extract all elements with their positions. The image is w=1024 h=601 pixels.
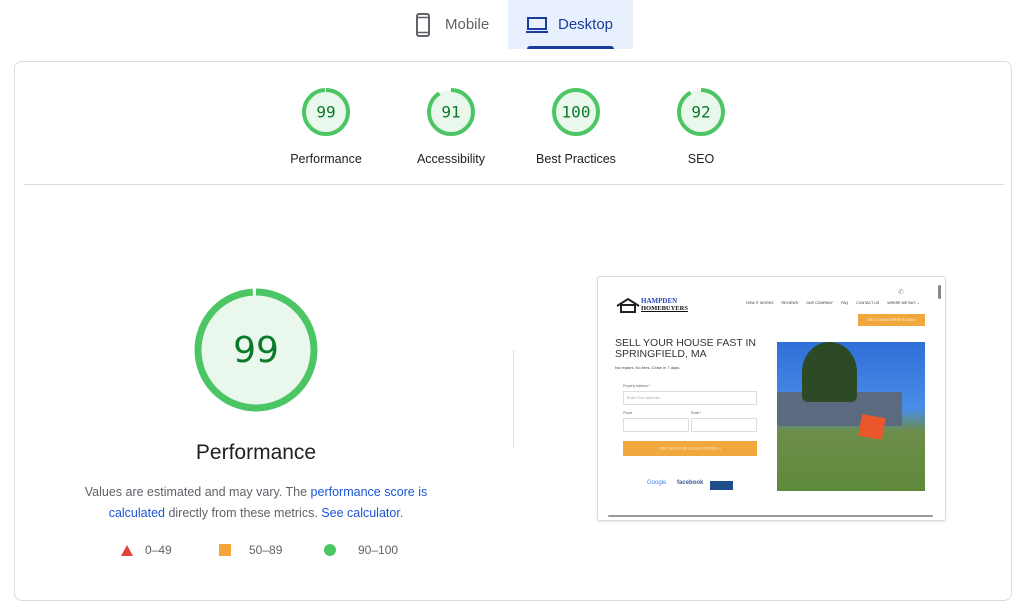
gauge-ring: 100	[552, 88, 600, 136]
site-nav-item: OUR COMPANY	[806, 301, 833, 305]
tab-desktop-label: Desktop	[558, 16, 614, 33]
address-input: Enter Your Address	[623, 391, 757, 405]
gauge-ring: 99	[302, 88, 350, 136]
score-description: Values are estimated and may vary. The p…	[84, 485, 428, 520]
big-score: 99	[233, 330, 279, 371]
gauge-arc	[302, 88, 350, 136]
site-nav: HOW IT WORKS REVIEWS OUR COMPANY FAQ CONTACT…	[746, 301, 920, 305]
gauge-label: Accessibility	[416, 152, 486, 166]
site-nav-item: WHERE WE BUY ⌄	[887, 301, 920, 305]
gauge-score: 100	[562, 103, 591, 122]
phone-label: Phone	[623, 411, 633, 415]
calculator-link[interactable]: See calculator	[321, 506, 400, 520]
performance-score-link[interactable]: performance score is calculated	[108, 485, 428, 520]
facebook-badge: facebook	[677, 480, 704, 486]
phone-icon-small: ✆	[898, 289, 904, 296]
vertical-divider	[513, 350, 514, 448]
gauge-ring: 92	[677, 88, 725, 136]
phone-input	[623, 418, 689, 432]
tab-mobile[interactable]: Mobile	[408, 0, 504, 49]
submit-button: GET MY FAIR CASH OFFER »	[623, 441, 757, 456]
gauge-arc	[677, 88, 725, 136]
score-arc	[194, 288, 318, 412]
gauge-arc	[427, 88, 475, 136]
tab-mobile-label: Mobile	[445, 16, 490, 33]
gauge-seo[interactable]: 92 SEO	[651, 86, 751, 166]
gauge-label: Performance	[290, 152, 362, 166]
circle-icon	[324, 544, 336, 556]
bbb-badge	[710, 481, 733, 490]
gauge-performance[interactable]: 99 Performance	[276, 86, 376, 166]
site-logo: HAMPDEN HOMEBUYERS	[616, 297, 688, 313]
site-headline: SELL YOUR HOUSE FAST IN SPRINGFIELD, MA	[615, 337, 757, 360]
address-label: Property Address:*	[623, 384, 650, 388]
email-label: Email:*	[691, 411, 702, 415]
gauge-arc	[552, 88, 600, 136]
phone-icon	[416, 12, 430, 37]
big-score-label: Performance	[195, 441, 317, 464]
tab-selected-indicator	[527, 46, 614, 49]
gauge-score: 91	[441, 103, 460, 122]
legend-pass: 90–100	[324, 543, 398, 557]
cta-button: GET A CASH OFFER TODAY!	[858, 314, 925, 326]
square-icon	[219, 544, 231, 556]
gauge-score: 99	[316, 103, 335, 122]
google-badge: Google	[647, 480, 667, 486]
tab-desktop[interactable]: Desktop	[508, 0, 633, 49]
vertical-scrollbar	[938, 285, 941, 299]
gauge-accessibility[interactable]: 91 Accessibility	[401, 86, 501, 166]
email-input	[691, 418, 757, 432]
gauge-label: Best Practices	[536, 152, 616, 166]
performance-gauge-large[interactable]: 99	[191, 285, 321, 420]
laptop-icon	[526, 16, 548, 33]
gauge-score: 92	[691, 103, 710, 122]
site-nav-item: FAQ	[840, 301, 849, 305]
site-subheading: No repairs. No fees. Close in 7 days.	[615, 365, 681, 370]
legend-fail: 0–49	[121, 543, 172, 557]
site-nav-item: HOW IT WORKS	[746, 301, 774, 305]
horizontal-scrollbar	[608, 515, 933, 517]
gauge-label: SEO	[687, 152, 715, 166]
triangle-icon	[121, 544, 133, 556]
page-screenshot: HAMPDEN HOMEBUYERS ✆ HOW IT WORKS REVIEWS…	[597, 276, 946, 521]
legend-average: 50–89	[219, 543, 282, 557]
gauge-best-practices[interactable]: 100 Best Practices	[526, 86, 626, 166]
gauge-ring: 91	[427, 88, 475, 136]
site-nav-item: REVIEWS	[781, 301, 799, 305]
site-nav-item: CONTACT US	[856, 301, 880, 305]
house-photo	[777, 342, 925, 491]
divider	[24, 184, 1004, 185]
